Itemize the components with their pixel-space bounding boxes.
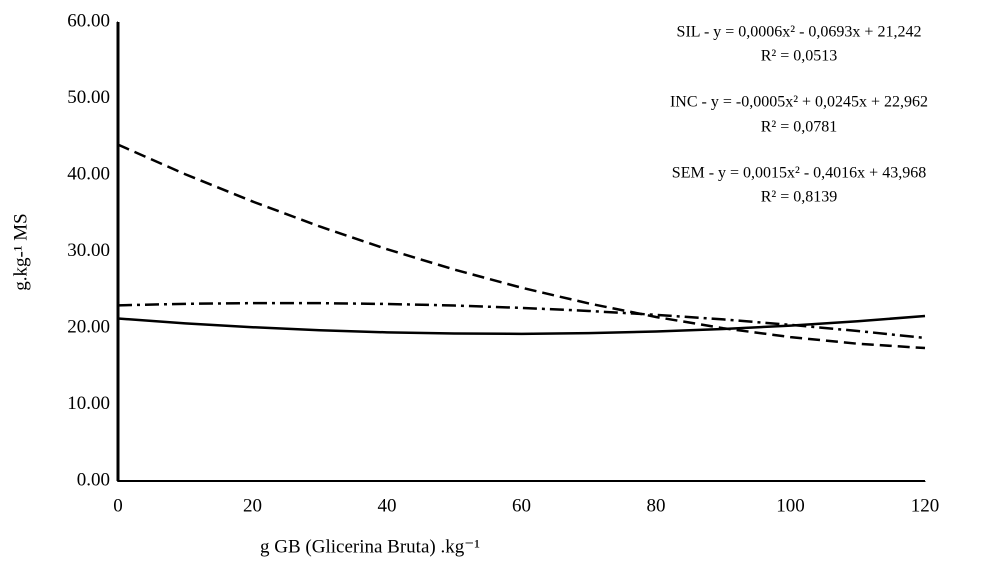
- y-tick-label: 0.00: [77, 469, 110, 490]
- y-tick-label: 20.00: [67, 316, 110, 337]
- annotation: R² = 0,8139: [761, 189, 838, 206]
- x-tick-label: 40: [378, 495, 397, 516]
- y-tick-label: 30.00: [67, 240, 110, 261]
- annotation: R² = 0,0513: [761, 48, 838, 65]
- annotation: SIL - y = 0,0006x² - 0,0693x + 21,242: [677, 24, 922, 41]
- x-tick-label: 80: [647, 495, 666, 516]
- y-tick-label: 50.00: [67, 87, 110, 108]
- x-tick-label: 120: [911, 495, 940, 516]
- x-tick-label: 0: [113, 495, 123, 516]
- x-tick-label: 100: [776, 495, 805, 516]
- x-axis-label: g GB (Glicerina Bruta) .kg⁻¹: [260, 536, 480, 557]
- x-tick-label: 20: [243, 495, 262, 516]
- line-series: [117, 143, 926, 350]
- y-axis-label: g.kg-¹ MS: [10, 213, 31, 290]
- annotation: SEM - y = 0,0015x² - 0,4016x + 43,968: [672, 165, 926, 182]
- x-tick-label: 60: [512, 495, 531, 516]
- y-tick-label: 10.00: [67, 393, 110, 414]
- annotation: INC - y = -0,0005x² + 0,0245x + 22,962: [670, 94, 928, 111]
- y-tick-label: 60.00: [67, 10, 110, 31]
- annotation: R² = 0,0781: [761, 119, 838, 136]
- line-series: [117, 314, 926, 336]
- y-tick-label: 40.00: [67, 163, 110, 184]
